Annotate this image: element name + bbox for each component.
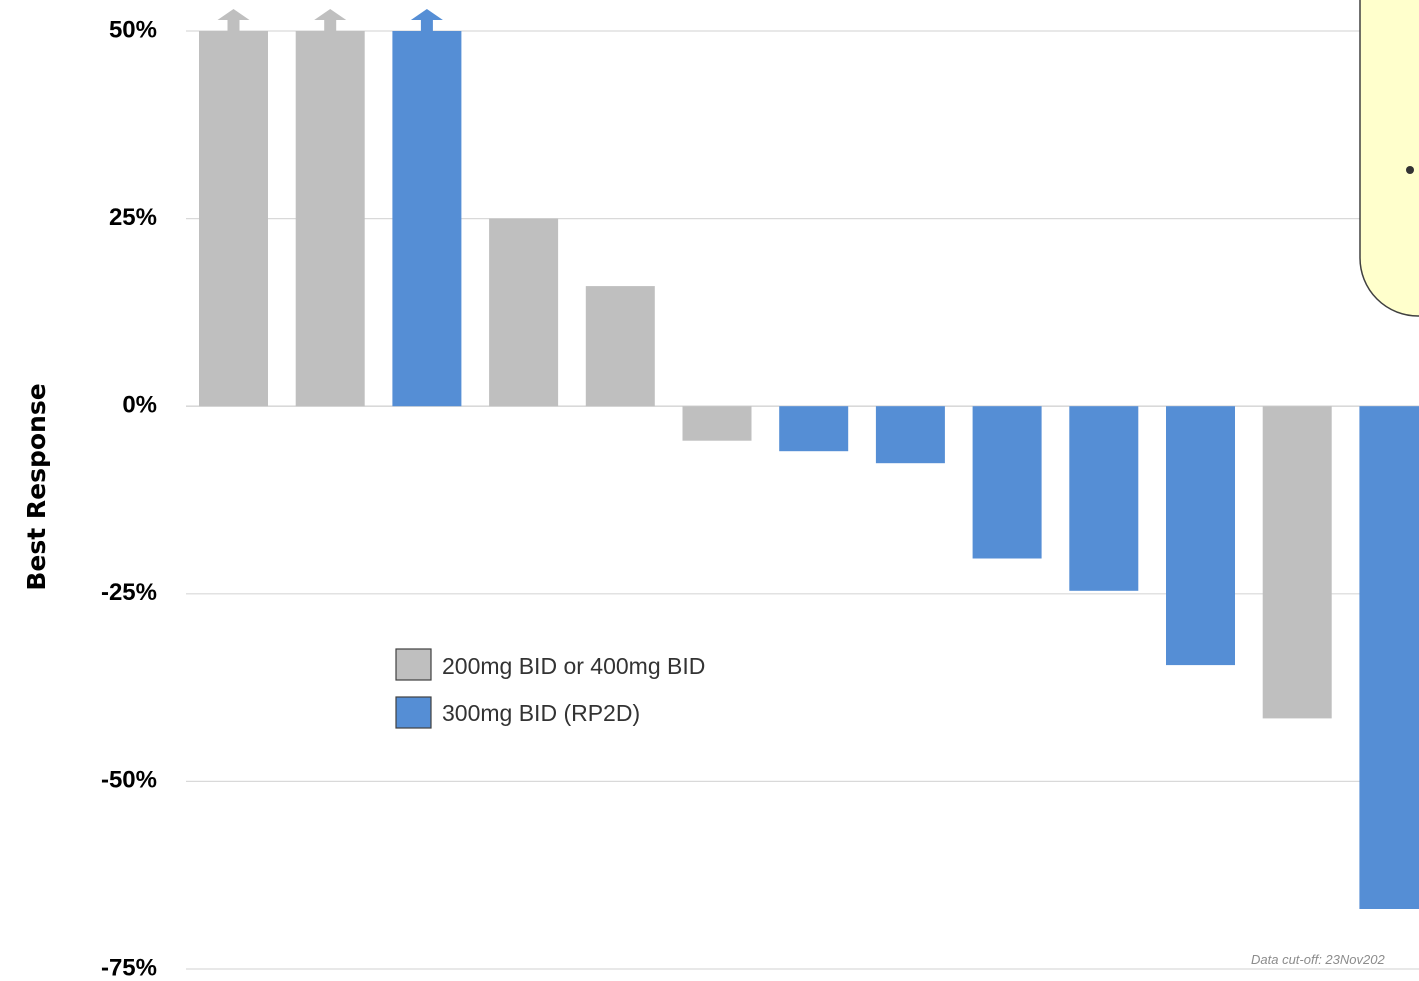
bar <box>972 406 1042 559</box>
data-cutoff-note: Data cut-off: 23Nov202 <box>1251 952 1385 967</box>
y-tick-label: 0% <box>122 392 157 419</box>
y-tick-label: -75% <box>101 954 157 981</box>
bar <box>489 218 559 407</box>
y-tick-label: -50% <box>101 767 157 794</box>
y-axis-label: Best Response <box>22 383 51 590</box>
legend: 200mg BID or 400mg BID 300mg BID (RP2D) <box>395 648 705 729</box>
bar <box>682 406 752 441</box>
legend-swatch-blue <box>395 696 432 729</box>
bar <box>392 31 462 407</box>
bar <box>295 31 365 407</box>
bar <box>1262 406 1332 719</box>
overflow-arrows <box>217 9 443 31</box>
legend-item-blue: 300mg BID (RP2D) <box>395 696 640 729</box>
bar <box>779 406 849 452</box>
bar <box>1359 406 1419 909</box>
legend-label-blue: 300mg BID (RP2D) <box>442 700 640 726</box>
callout-box <box>1359 0 1419 317</box>
legend-swatch-gray <box>395 648 432 681</box>
bar <box>585 286 655 407</box>
bar <box>875 406 945 464</box>
y-tick-label: -25% <box>101 579 157 606</box>
bullet-icon <box>1406 166 1414 174</box>
bar <box>1166 406 1235 666</box>
y-tick-label: 25% <box>109 204 157 231</box>
legend-item-gray: 200mg BID or 400mg BID <box>395 648 705 681</box>
overflow-arrow-icon <box>410 9 443 31</box>
overflow-arrow-icon <box>217 9 250 31</box>
y-tick-labels: 50% 25% 0% -25% -50% -75% <box>101 16 157 981</box>
legend-label-gray: 200mg BID or 400mg BID <box>442 653 705 679</box>
bar <box>1069 406 1139 591</box>
bar <box>199 31 268 407</box>
overflow-arrow-icon <box>314 9 347 31</box>
bars <box>199 31 1419 909</box>
y-tick-label: 50% <box>109 16 157 43</box>
